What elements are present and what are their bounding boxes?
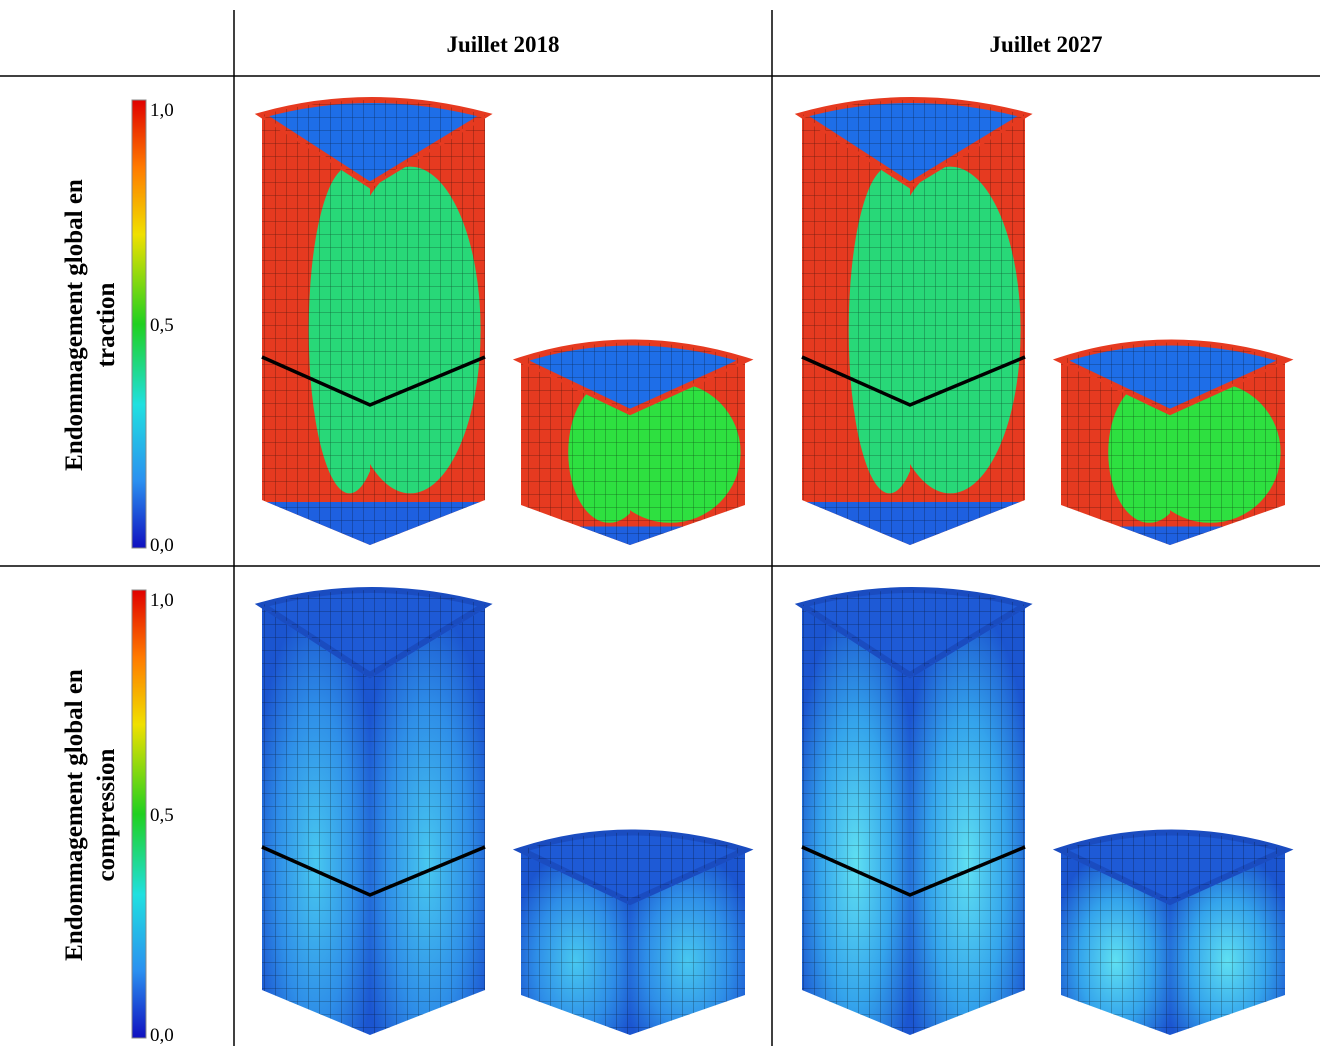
row-label: Endommagement global en xyxy=(61,669,88,961)
top-mesh xyxy=(802,100,1025,185)
mesh-block xyxy=(1052,829,1294,1035)
section-line xyxy=(801,845,1026,897)
colorbar-label: 0,5 xyxy=(150,805,174,826)
face xyxy=(262,115,370,545)
mesh-block xyxy=(254,587,493,1035)
face xyxy=(802,605,910,1035)
top-mesh xyxy=(521,342,745,412)
section-line xyxy=(801,355,1026,407)
mesh-block xyxy=(512,339,754,545)
section-line xyxy=(261,355,486,407)
mesh-block xyxy=(794,587,1033,1035)
top-mesh xyxy=(1061,832,1285,902)
mesh-grid xyxy=(262,605,370,1035)
top-mesh xyxy=(802,590,1025,675)
column-header: Juillet 2027 xyxy=(989,32,1102,57)
mesh-grid xyxy=(802,605,910,1035)
mesh-grid xyxy=(370,115,485,545)
colorbar-label: 0,0 xyxy=(150,1025,174,1046)
row-label: traction xyxy=(93,283,120,368)
top-mesh xyxy=(1061,342,1285,412)
face xyxy=(910,115,1025,545)
mesh-block xyxy=(512,829,754,1035)
mesh-grid xyxy=(262,115,370,545)
column-header: Juillet 2018 xyxy=(446,32,559,57)
top-mesh xyxy=(262,590,485,675)
mesh-block xyxy=(254,97,493,545)
colorbar xyxy=(131,99,147,549)
row-label: compression xyxy=(93,748,120,881)
colorbar-label: 0,0 xyxy=(150,535,174,556)
mesh-grid xyxy=(910,605,1025,1035)
row-label: Endommagement global en xyxy=(61,179,88,471)
colorbar-label: 0,5 xyxy=(150,315,174,336)
table-rules xyxy=(0,10,1320,1046)
top-mesh xyxy=(521,832,745,902)
simulation-images xyxy=(254,97,1294,1035)
face xyxy=(370,115,485,545)
mesh-block xyxy=(794,97,1033,545)
mesh-grid xyxy=(802,115,910,545)
top-mesh xyxy=(262,100,485,185)
face xyxy=(802,115,910,545)
face xyxy=(370,605,485,1035)
colorbar-label: 1,0 xyxy=(150,100,174,121)
colorbar xyxy=(131,589,147,1039)
section-line xyxy=(261,845,486,897)
mesh-block xyxy=(1052,339,1294,545)
colorbar-label: 1,0 xyxy=(150,590,174,611)
mesh-grid xyxy=(370,605,485,1035)
mesh-grid xyxy=(910,115,1025,545)
face xyxy=(262,605,370,1035)
face xyxy=(910,605,1025,1035)
